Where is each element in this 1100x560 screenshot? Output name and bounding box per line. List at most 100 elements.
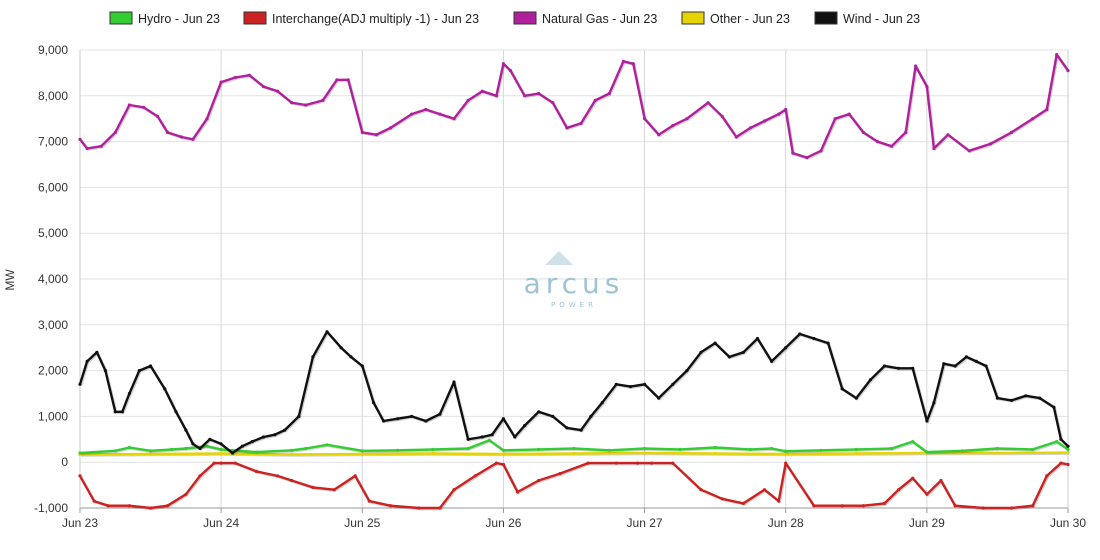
series [78,53,1071,511]
data-point-natural [165,130,170,134]
data-point-natural [1009,130,1014,134]
data-point-natural [706,101,710,105]
data-point-natural [438,112,442,116]
legend-item[interactable]: Hydro - Jun 23 [109,11,220,26]
legend-label: Hydro - Jun 23 [138,12,220,26]
data-point-wind [120,410,124,414]
legend-item[interactable]: Other - Jun 23 [681,11,790,26]
data-point-hydro [396,448,400,452]
data-point-natural [466,98,470,102]
data-point-wind [360,364,364,368]
data-point-wind [812,336,816,341]
data-point-interchangeadj [78,474,82,478]
data-point-wind [85,359,89,363]
data-point-wind [868,378,873,382]
data-point-wind [713,341,717,345]
data-point-wind [671,382,675,386]
data-point-hydro [325,443,329,447]
legend-swatch [513,11,537,25]
watermark-sub: POWER [551,301,597,309]
data-point-interchangeadj [939,478,943,483]
data-point-interchangeadj [897,488,901,492]
legend-item[interactable]: Interchange(ADJ multiply -1) - Jun 23 [243,11,479,26]
data-point-wind [911,366,915,370]
data-point-natural [424,107,428,112]
data-point-interchangeadj [367,499,371,503]
data-point-natural [671,124,675,128]
data-point-interchangeadj [777,499,781,503]
data-point-wind [490,433,494,437]
data-point-wind [537,410,541,414]
data-point-natural [967,149,971,153]
data-point-wind [480,435,484,439]
data-point-wind [798,332,802,336]
data-point-wind [770,359,774,363]
data-point-wind [932,401,936,405]
data-point-natural [551,101,555,105]
data-point-hydro [784,449,788,453]
data-point-interchangeadj [233,461,237,465]
data-point-interchangeadj [290,478,294,483]
data-point-natural [205,117,209,121]
data-point-hydro [770,446,774,451]
data-point-wind [240,444,244,448]
data-point-natural [494,94,498,98]
data-point-natural [720,114,724,118]
data-point-hydro [205,444,209,448]
data-point-natural [304,103,308,107]
data-point-interchangeadj [537,478,541,483]
data-point-hydro [1066,447,1070,451]
data-point-natural [925,85,929,89]
data-point-interchangeadj [212,461,216,465]
data-point-interchangeadj [106,504,110,508]
y-tick-label: -1,000 [34,501,68,515]
data-point-wind [628,385,633,389]
data-point-wind [984,364,988,368]
data-point-wind [174,410,178,414]
x-tick-label: Jun 27 [627,516,663,530]
data-point-interchangeadj [1031,504,1035,508]
data-point-interchangeadj [494,461,498,465]
data-point-interchangeadj [882,501,887,505]
data-point-wind [113,410,117,414]
data-point-wind [755,336,760,341]
data-point-interchangeadj [165,504,170,508]
data-point-interchangeadj [762,488,767,492]
series-line-wind [78,330,1069,455]
data-point-wind [311,355,315,359]
data-point-wind [643,382,647,386]
data-point-interchangeadj [1066,462,1070,467]
data-point-natural [360,130,364,134]
data-point-wind [325,330,329,334]
legend[interactable]: Hydro - Jun 23 Interchange(ADJ multiply -… [109,11,920,26]
data-point-natural [191,137,195,141]
data-point-natural [904,130,908,134]
data-point-interchangeadj [438,506,442,510]
data-point-natural [85,146,89,151]
data-point-interchangeadj [92,499,96,503]
data-point-wind [995,396,1000,400]
legend-item[interactable]: Wind - Jun 23 [814,11,920,26]
legend-item[interactable]: Natural Gas - Jun 23 [513,11,657,26]
legend-swatch [243,11,267,25]
data-point-natural [501,62,505,66]
data-point-wind [897,366,901,370]
data-point-wind [250,440,254,444]
legend-swatch [814,11,838,25]
data-point-hydro [995,446,1000,451]
data-point-hydro [431,447,435,451]
data-point-natural [388,126,393,130]
data-point-natural [734,135,738,139]
y-tick-label: 1,000 [38,409,68,423]
data-point-natural [508,69,513,73]
data-point-wind [727,355,731,359]
data-point-interchangeadj [515,490,520,494]
data-point-hydro [678,447,682,451]
data-point-wind [523,424,527,428]
data-point-wind [589,414,593,418]
data-point-other [572,451,576,456]
data-point-wind [925,419,929,423]
data-point-natural [607,91,611,96]
data-point-natural [78,137,82,141]
data-point-wind [579,428,583,432]
